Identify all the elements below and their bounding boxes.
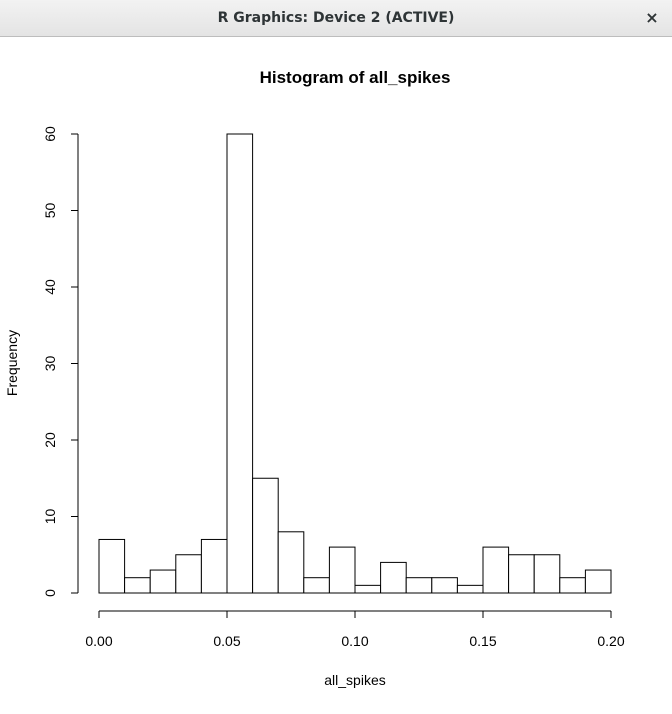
histogram-chart: Histogram of all_spikes all_spikes Frequ… <box>4 68 625 688</box>
histogram-bar <box>252 477 279 594</box>
histogram-bar <box>456 584 484 594</box>
close-button[interactable]: × <box>642 8 662 28</box>
histogram-bar <box>405 577 433 594</box>
histogram-bar <box>124 577 151 594</box>
histogram-bar <box>533 554 561 594</box>
histogram-bar <box>354 584 382 594</box>
histogram-bar <box>482 546 510 594</box>
histogram-bar <box>431 577 458 594</box>
y-tick-label: 30 <box>42 356 58 372</box>
x-tick-label: 0.20 <box>597 633 624 649</box>
chart-title: Histogram of all_spikes <box>260 68 451 87</box>
window-title: R Graphics: Device 2 (ACTIVE) <box>217 10 455 26</box>
histogram-bar <box>380 561 407 594</box>
histogram-bar <box>303 577 330 594</box>
y-tick-label: 10 <box>42 509 58 525</box>
y-axis: 0 10 20 30 40 50 60 <box>42 126 79 597</box>
histogram-bar <box>559 577 586 594</box>
histogram-bar <box>328 546 356 594</box>
histogram-bar <box>508 554 535 594</box>
histogram-bar <box>98 538 126 594</box>
title-bar[interactable]: R Graphics: Device 2 (ACTIVE) × <box>0 0 672 37</box>
x-tick-label: 0.10 <box>341 633 368 649</box>
histogram-bar <box>226 133 254 594</box>
y-tick-label: 50 <box>42 203 58 219</box>
x-tick-label: 0.15 <box>469 633 496 649</box>
bars-group <box>98 133 612 594</box>
x-axis: 0.00 0.05 0.10 0.15 0.20 <box>85 610 625 649</box>
close-icon: × <box>645 8 659 27</box>
plot-area: Histogram of all_spikes all_spikes Frequ… <box>0 37 672 710</box>
histogram-bar <box>584 569 612 594</box>
y-tick-label: 0 <box>42 589 58 597</box>
y-tick-label: 60 <box>42 126 58 142</box>
histogram-bar <box>200 538 228 594</box>
histogram-bar <box>175 554 202 594</box>
x-tick-label: 0.00 <box>85 633 112 649</box>
histogram-bar <box>277 531 305 594</box>
y-axis-label: Frequency <box>4 330 20 396</box>
x-tick-label: 0.05 <box>213 633 240 649</box>
y-tick-label: 40 <box>42 279 58 295</box>
y-tick-label: 20 <box>42 432 58 448</box>
histogram-bar <box>149 569 177 594</box>
x-axis-label: all_spikes <box>324 672 385 688</box>
